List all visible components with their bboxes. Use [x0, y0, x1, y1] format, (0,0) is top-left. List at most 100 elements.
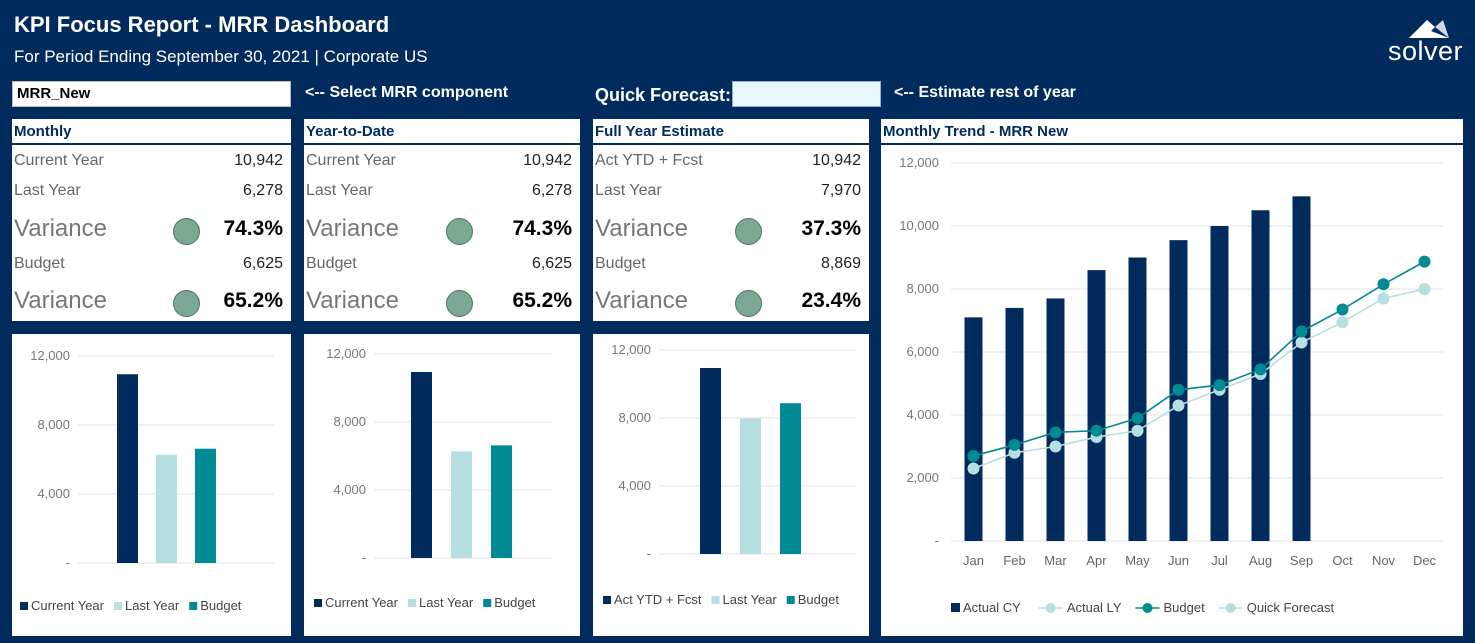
point-budget: [1377, 278, 1390, 291]
budget-label: Budget: [306, 255, 357, 272]
x-tick-label: Mar: [1044, 553, 1067, 568]
point-budget: [1254, 363, 1267, 376]
status-indicator-icon: [735, 290, 762, 317]
legend-label: Last Year: [419, 595, 474, 610]
y-tick-label: 12,000: [611, 342, 651, 357]
trend-title: Monthly Trend - MRR New: [881, 119, 1463, 145]
chart-svg: - 4,000 8,000 12,000 Current Year Last Year Bu…: [20, 348, 274, 613]
mrr-component-select[interactable]: MRR_New: [12, 81, 291, 107]
current-value: 10,942: [523, 152, 572, 169]
point-actual-ly: [1336, 316, 1349, 329]
x-tick-label: May: [1125, 553, 1150, 568]
y-tick-label: 4,000: [618, 478, 651, 493]
legend-label: Last Year: [723, 592, 778, 607]
x-tick-label: Sep: [1290, 553, 1313, 568]
legend-marker: [1045, 603, 1056, 613]
y-tick-label: -: [647, 546, 651, 561]
legend-marker: [1142, 603, 1153, 613]
quick-forecast-label: Quick Forecast:: [595, 85, 732, 105]
legend-swatch: [711, 596, 720, 604]
x-tick-label: Jan: [963, 553, 984, 568]
kpi-card-ytd: Year-to-Date Current Year 10,942 Last Yea…: [304, 119, 580, 321]
budget-value: 8,869: [820, 255, 861, 272]
x-tick-label: Jun: [1168, 553, 1189, 568]
point-budget: [967, 449, 980, 462]
logo-text: solver: [1387, 36, 1463, 66]
legend-swatch: [408, 599, 416, 607]
point-budget: [1295, 325, 1308, 338]
point-actual-ly: [1418, 283, 1431, 295]
last-label: Last Year: [306, 182, 373, 199]
variance-value: 74.3%: [223, 217, 283, 240]
legend-label: Act YTD + Fcst: [614, 592, 702, 607]
x-tick-label: Feb: [1003, 553, 1025, 568]
estimate-note: <-- Estimate rest of year: [894, 84, 1076, 101]
x-tick-label: Aug: [1249, 553, 1272, 568]
point-actual-ly: [1131, 424, 1144, 437]
last-value: 7,970: [820, 182, 861, 199]
bar-current-year: [411, 371, 432, 558]
chart-svg: - 4,000 8,000 12,000 Current Year Last Year Bu…: [314, 346, 552, 610]
point-budget: [1049, 426, 1062, 439]
variance-label: Variance: [595, 287, 688, 314]
bar-current-year: [117, 374, 138, 563]
quick-forecast-input[interactable]: [732, 81, 881, 107]
legend-label: Budget: [494, 595, 536, 610]
bar-budget: [491, 445, 512, 558]
point-actual-ly: [967, 462, 980, 475]
chart-svg: - 4,000 8,000 12,000 Act YTD + Fcst Last Year…: [603, 342, 855, 607]
bar-actual-cy: [1292, 196, 1311, 541]
bar-budget: [195, 448, 216, 563]
variance-label: Variance: [14, 287, 107, 314]
variance-value: 65.2%: [223, 289, 283, 312]
budget-value: 6,625: [531, 255, 572, 272]
current-value: 10,942: [234, 152, 283, 169]
current-label: Current Year: [306, 152, 396, 169]
last-value: 6,278: [531, 182, 572, 199]
current-label: Current Year: [14, 152, 104, 169]
monthly-trend-card: Monthly Trend - MRR New - 2,000 4,000 6,000…: [881, 119, 1463, 636]
line-actual-ly: [973, 288, 1425, 470]
y-tick-label: 2,000: [906, 470, 939, 485]
legend-label: Last Year: [125, 598, 180, 613]
point-budget: [1008, 438, 1021, 451]
x-tick-label: Dec: [1413, 553, 1437, 568]
legend-label: Budget: [798, 592, 840, 607]
bar-budget: [780, 403, 801, 554]
legend-label: Quick Forecast: [1247, 600, 1335, 615]
x-tick-label: Jul: [1211, 553, 1228, 568]
last-label: Last Year: [14, 182, 81, 199]
point-actual-ly: [1172, 399, 1185, 412]
variance-label: Variance: [306, 287, 399, 314]
full-year-bar-chart: - 4,000 8,000 12,000 Act YTD + Fcst Last Year…: [593, 334, 869, 636]
solver-logo: solver: [1379, 18, 1463, 68]
current-label: Act YTD + Fcst: [595, 152, 703, 169]
point-actual-ly: [1049, 440, 1062, 453]
y-tick-label: 12,000: [30, 348, 70, 363]
x-tick-label: Apr: [1086, 553, 1107, 568]
page-subtitle: For Period Ending September 30, 2021 | C…: [14, 47, 428, 66]
legend-label: Actual CY: [963, 600, 1021, 615]
legend-label: Current Year: [325, 595, 399, 610]
x-tick-label: Nov: [1372, 553, 1396, 568]
legend-label: Current Year: [31, 598, 105, 613]
y-tick-label: -: [935, 533, 939, 548]
bar-actual-cy: [1005, 307, 1024, 541]
status-indicator-icon: [173, 290, 200, 317]
status-indicator-icon: [735, 218, 762, 245]
legend-label: Budget: [200, 598, 242, 613]
monthly-bar-chart: - 4,000 8,000 12,000 Current Year Last Year Bu…: [12, 334, 291, 636]
y-tick-label: 8,000: [333, 414, 366, 429]
card-title: Full Year Estimate: [593, 119, 869, 145]
y-tick-label: 8,000: [37, 417, 70, 432]
status-indicator-icon: [173, 218, 200, 245]
card-title: Year-to-Date: [304, 119, 580, 145]
mountain-icon: [1409, 20, 1449, 38]
point-budget: [1131, 412, 1144, 425]
budget-label: Budget: [595, 255, 646, 272]
y-tick-label: 8,000: [618, 410, 651, 425]
legend-swatch: [951, 603, 960, 612]
variance-value: 37.3%: [801, 217, 861, 240]
legend-swatch: [114, 602, 122, 610]
variance-label: Variance: [306, 215, 399, 242]
